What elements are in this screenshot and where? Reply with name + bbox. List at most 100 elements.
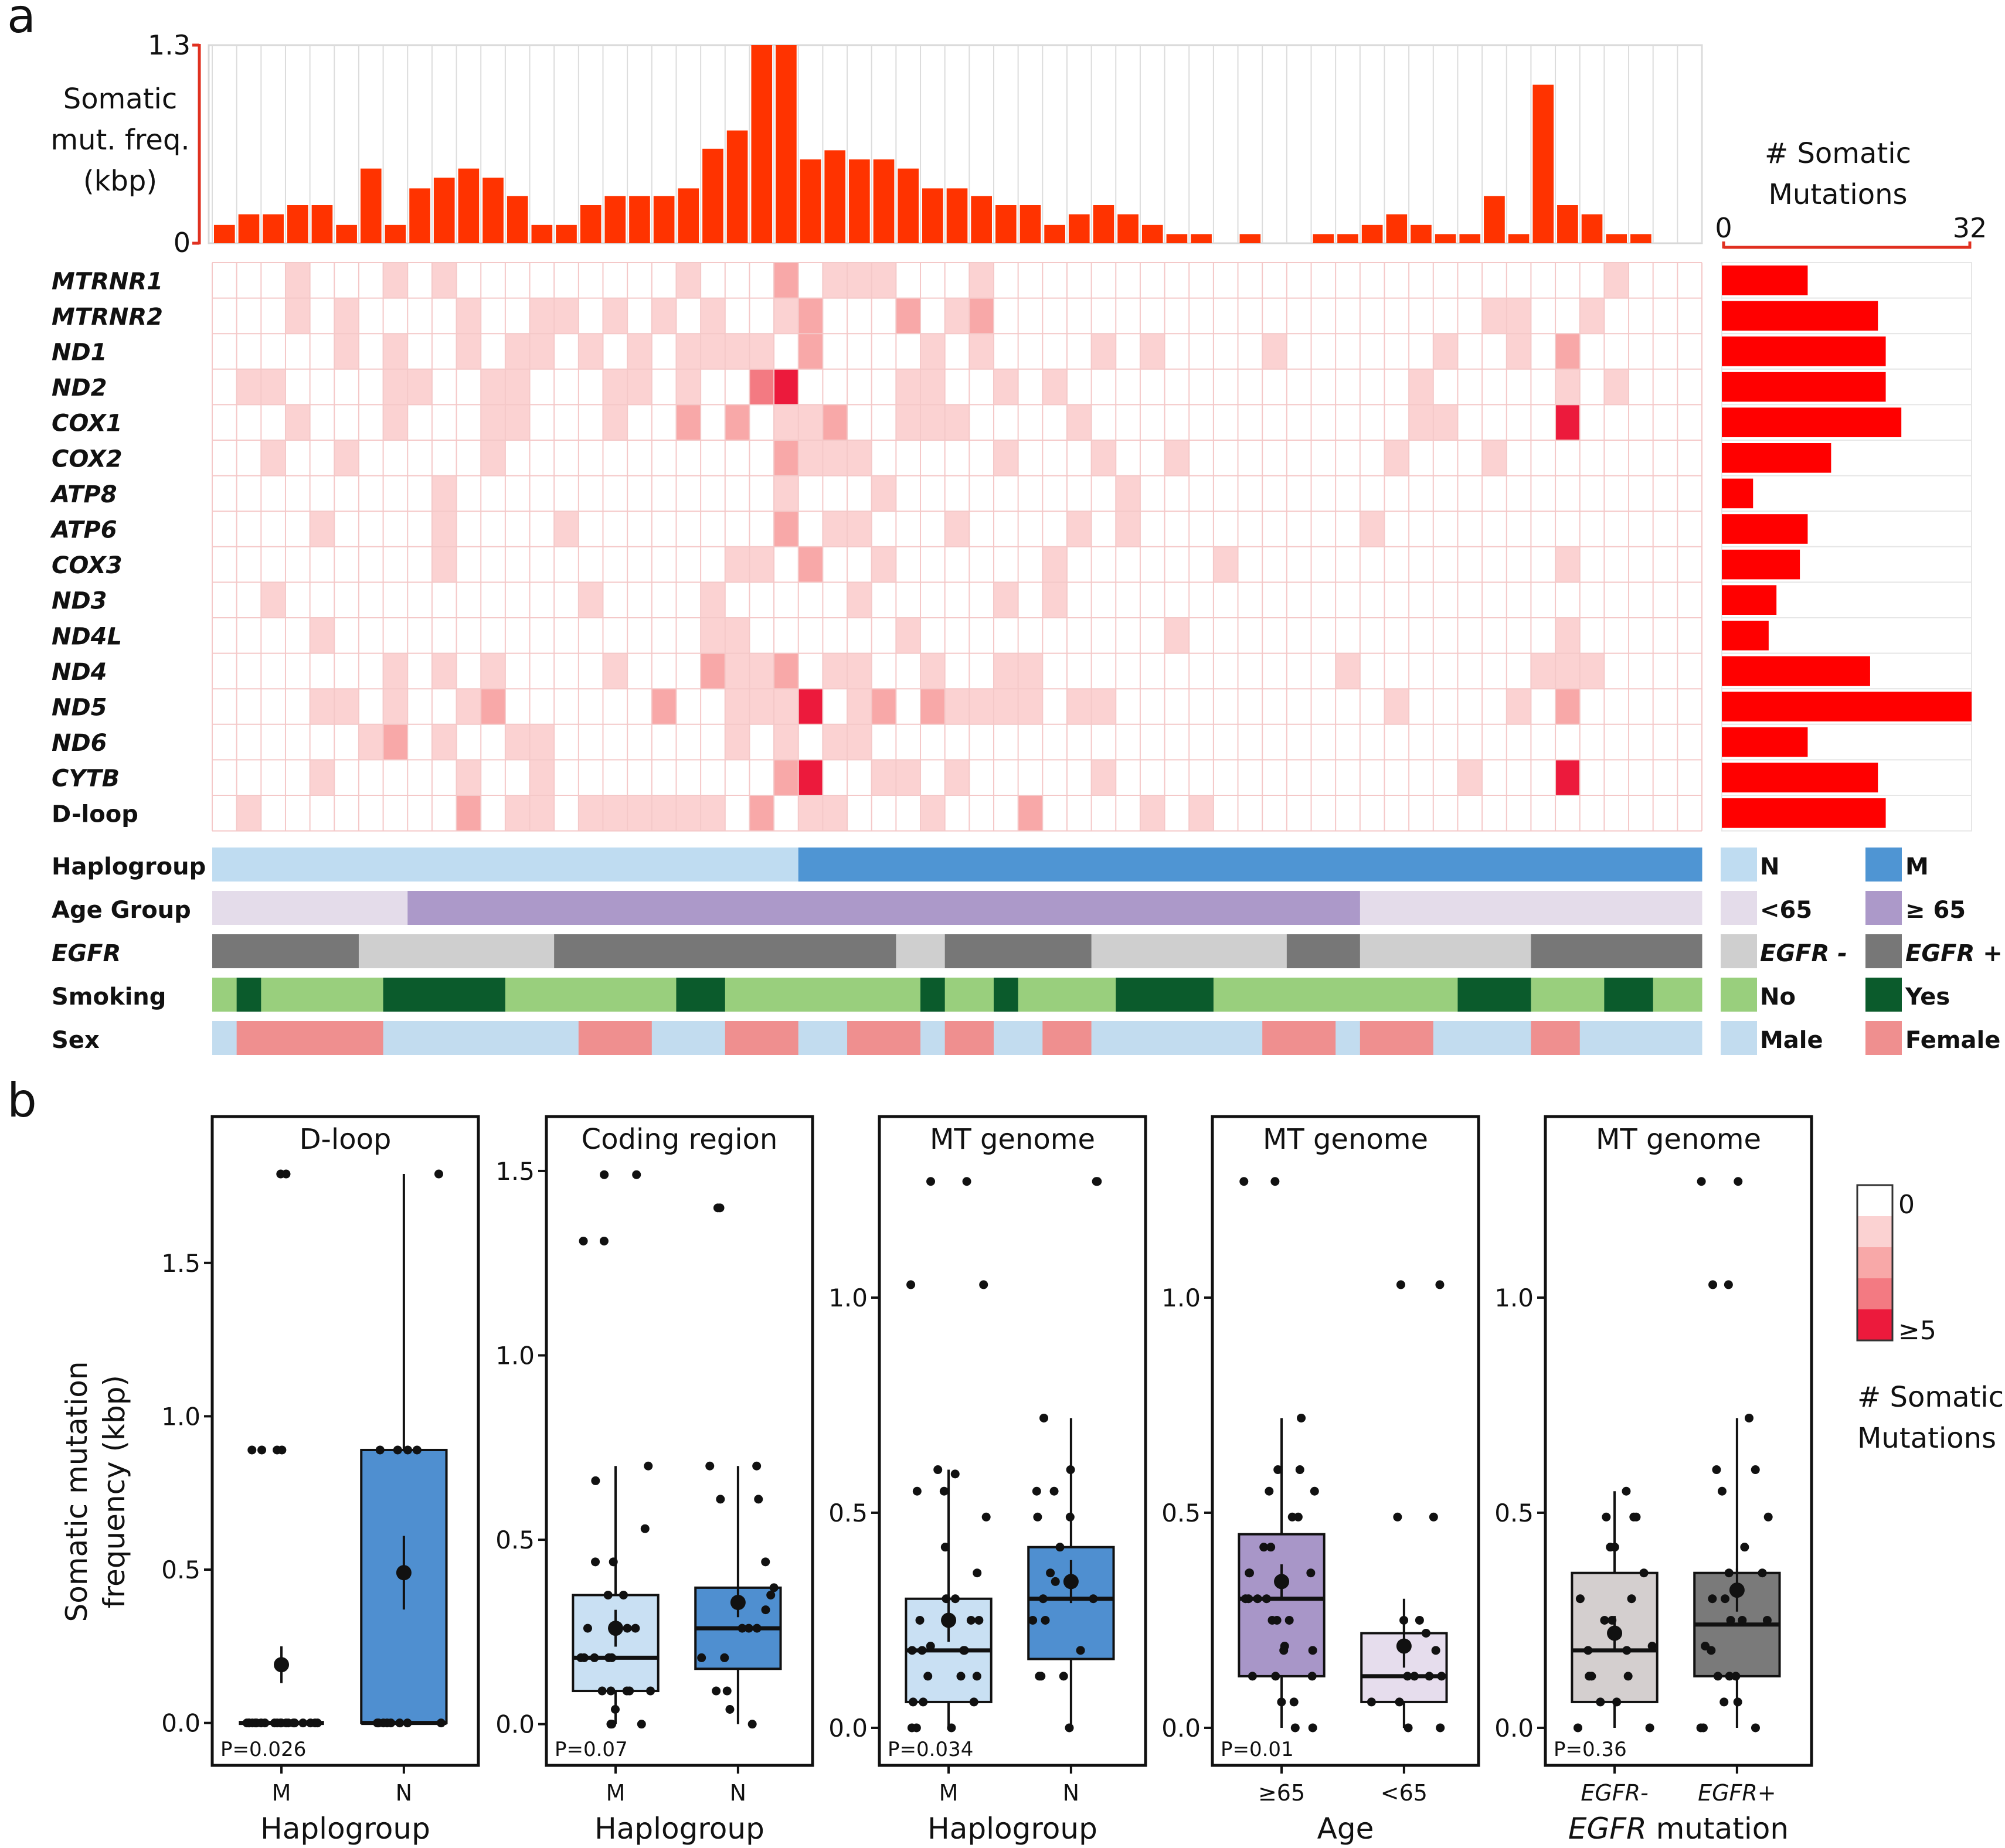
heatmap-cell	[529, 298, 555, 334]
heatmap-cell	[334, 440, 359, 476]
heatmap-cell	[456, 760, 481, 795]
boxplot-point	[1698, 1723, 1708, 1733]
boxplot-point	[713, 1203, 722, 1213]
annotation-segment	[358, 934, 555, 968]
boxplot-point	[1393, 1512, 1402, 1522]
sample-bar	[556, 224, 577, 243]
heatmap-cell	[774, 653, 798, 689]
heatmap-cell	[383, 404, 408, 440]
boxplot-point	[632, 1170, 641, 1179]
heatmap-cell	[651, 298, 677, 334]
gene-count-bar	[1722, 727, 1808, 757]
sample-bar	[995, 205, 1017, 243]
heatmap-cell	[310, 618, 335, 654]
heatmap-cell	[1506, 333, 1531, 369]
gene-count-bar	[1722, 585, 1777, 615]
boxplot-point	[908, 1646, 917, 1655]
sample-bar	[311, 205, 333, 243]
boxplot-point	[1429, 1512, 1438, 1522]
boxplot-ylabel-line1: Somatic mutation	[60, 1362, 94, 1622]
heatmap-cell	[920, 689, 945, 724]
sample-bar	[604, 196, 626, 243]
heatmap-cell	[529, 760, 555, 795]
panel-label-a: a	[7, 0, 36, 43]
heatmap-cell	[847, 440, 872, 476]
annotation-segment	[212, 1021, 237, 1055]
heatmap-cell	[1409, 404, 1433, 440]
heatmap-cell	[774, 369, 798, 405]
sample-bar	[482, 178, 504, 243]
heatmap-cell	[871, 689, 896, 724]
gene-count-bar	[1722, 443, 1831, 473]
heatmap-cell	[505, 333, 530, 369]
boxplot-point	[436, 1718, 446, 1728]
heatmap-cell	[1042, 546, 1067, 583]
boxplot-point	[1717, 1486, 1727, 1496]
heatmap-cell	[1555, 333, 1580, 369]
heatmap-cell	[431, 653, 457, 689]
legend-label-egfr-neg: EGFR -	[1760, 940, 1847, 967]
heatmap-cell	[920, 653, 945, 689]
heatmap-cell	[798, 298, 823, 334]
boxplot-point	[761, 1557, 770, 1567]
heatmap-cell	[701, 333, 725, 369]
heatmap-cell	[603, 298, 628, 334]
sample-bar	[678, 188, 699, 243]
sample-bar	[702, 148, 723, 243]
boxplot-point	[907, 1723, 916, 1733]
boxplot-point	[981, 1512, 991, 1522]
legend-swatch-egfr-neg	[1721, 934, 1757, 968]
sample-bar	[1630, 234, 1651, 243]
boxplot-point	[1602, 1512, 1611, 1522]
sample-bar	[1313, 234, 1334, 243]
legend-swatch-smoking-no	[1721, 978, 1757, 1012]
annotation-segment	[261, 978, 384, 1012]
heatmap-cell	[1042, 582, 1067, 618]
boxplot-point	[1719, 1697, 1729, 1707]
boxplot-point	[1262, 1594, 1271, 1604]
boxplot-ytick-label: 1.5	[495, 1157, 535, 1186]
boxplot-point	[281, 1169, 291, 1179]
heatmap-cell	[847, 689, 872, 724]
heatmap-cell	[725, 689, 750, 724]
boxplot-ytick-label: 1.0	[1161, 1284, 1201, 1312]
boxplot-ytick-label: 1.0	[1494, 1284, 1534, 1312]
boxplot-point	[1606, 1543, 1615, 1552]
gene-label: ND2	[52, 375, 107, 401]
heatmap-cell	[1164, 440, 1190, 476]
boxplot-point	[1289, 1697, 1299, 1707]
gene-labels: MTRNR1 MTRNR2 ND1 ND2 COX1 COX2 ATP8 ATP6 COX3 ND…	[50, 268, 163, 828]
heatmap-cell	[578, 795, 603, 831]
sample-bar	[531, 224, 553, 243]
heatmap-cell	[334, 298, 359, 334]
boxplot-point	[947, 1723, 956, 1733]
boxplot-point	[1239, 1177, 1249, 1186]
legend-swatch-haplo-n	[1721, 848, 1757, 882]
boxplot-point	[576, 1653, 586, 1662]
boxplot-point	[1623, 1672, 1633, 1681]
sample-bar	[238, 214, 260, 243]
sample-bar	[433, 178, 455, 243]
boxplot-point	[915, 1615, 925, 1625]
legend-swatch-haplo-m	[1865, 848, 1902, 882]
boxplot-point	[247, 1445, 257, 1455]
sample-bar	[214, 224, 235, 243]
heatmap-cell	[774, 760, 798, 795]
boxplot-point	[1415, 1615, 1424, 1625]
boxplot-ytick-label: 0.5	[1161, 1499, 1201, 1527]
sample-bar	[1337, 234, 1358, 243]
boxplot-point	[761, 1605, 770, 1615]
heatmap-cell	[1604, 263, 1629, 298]
boxplot-xtick-label: N	[396, 1780, 412, 1806]
heatmap-cell	[627, 369, 652, 405]
annotation-segment	[847, 1021, 921, 1055]
heatmap-cell	[993, 369, 1018, 405]
heatmap-cell	[1116, 511, 1140, 547]
annotation-segment	[725, 1021, 799, 1055]
annotation-segment	[1116, 978, 1214, 1012]
boxplot-point	[1039, 1413, 1049, 1422]
boxplot-ytick-label: 1.0	[495, 1342, 535, 1370]
heatmap-color-legend: 0 ≥5 # Somatic Mutations	[1856, 1184, 2004, 1455]
boxplot-point	[619, 1590, 628, 1599]
heatmap-cell	[798, 440, 823, 476]
